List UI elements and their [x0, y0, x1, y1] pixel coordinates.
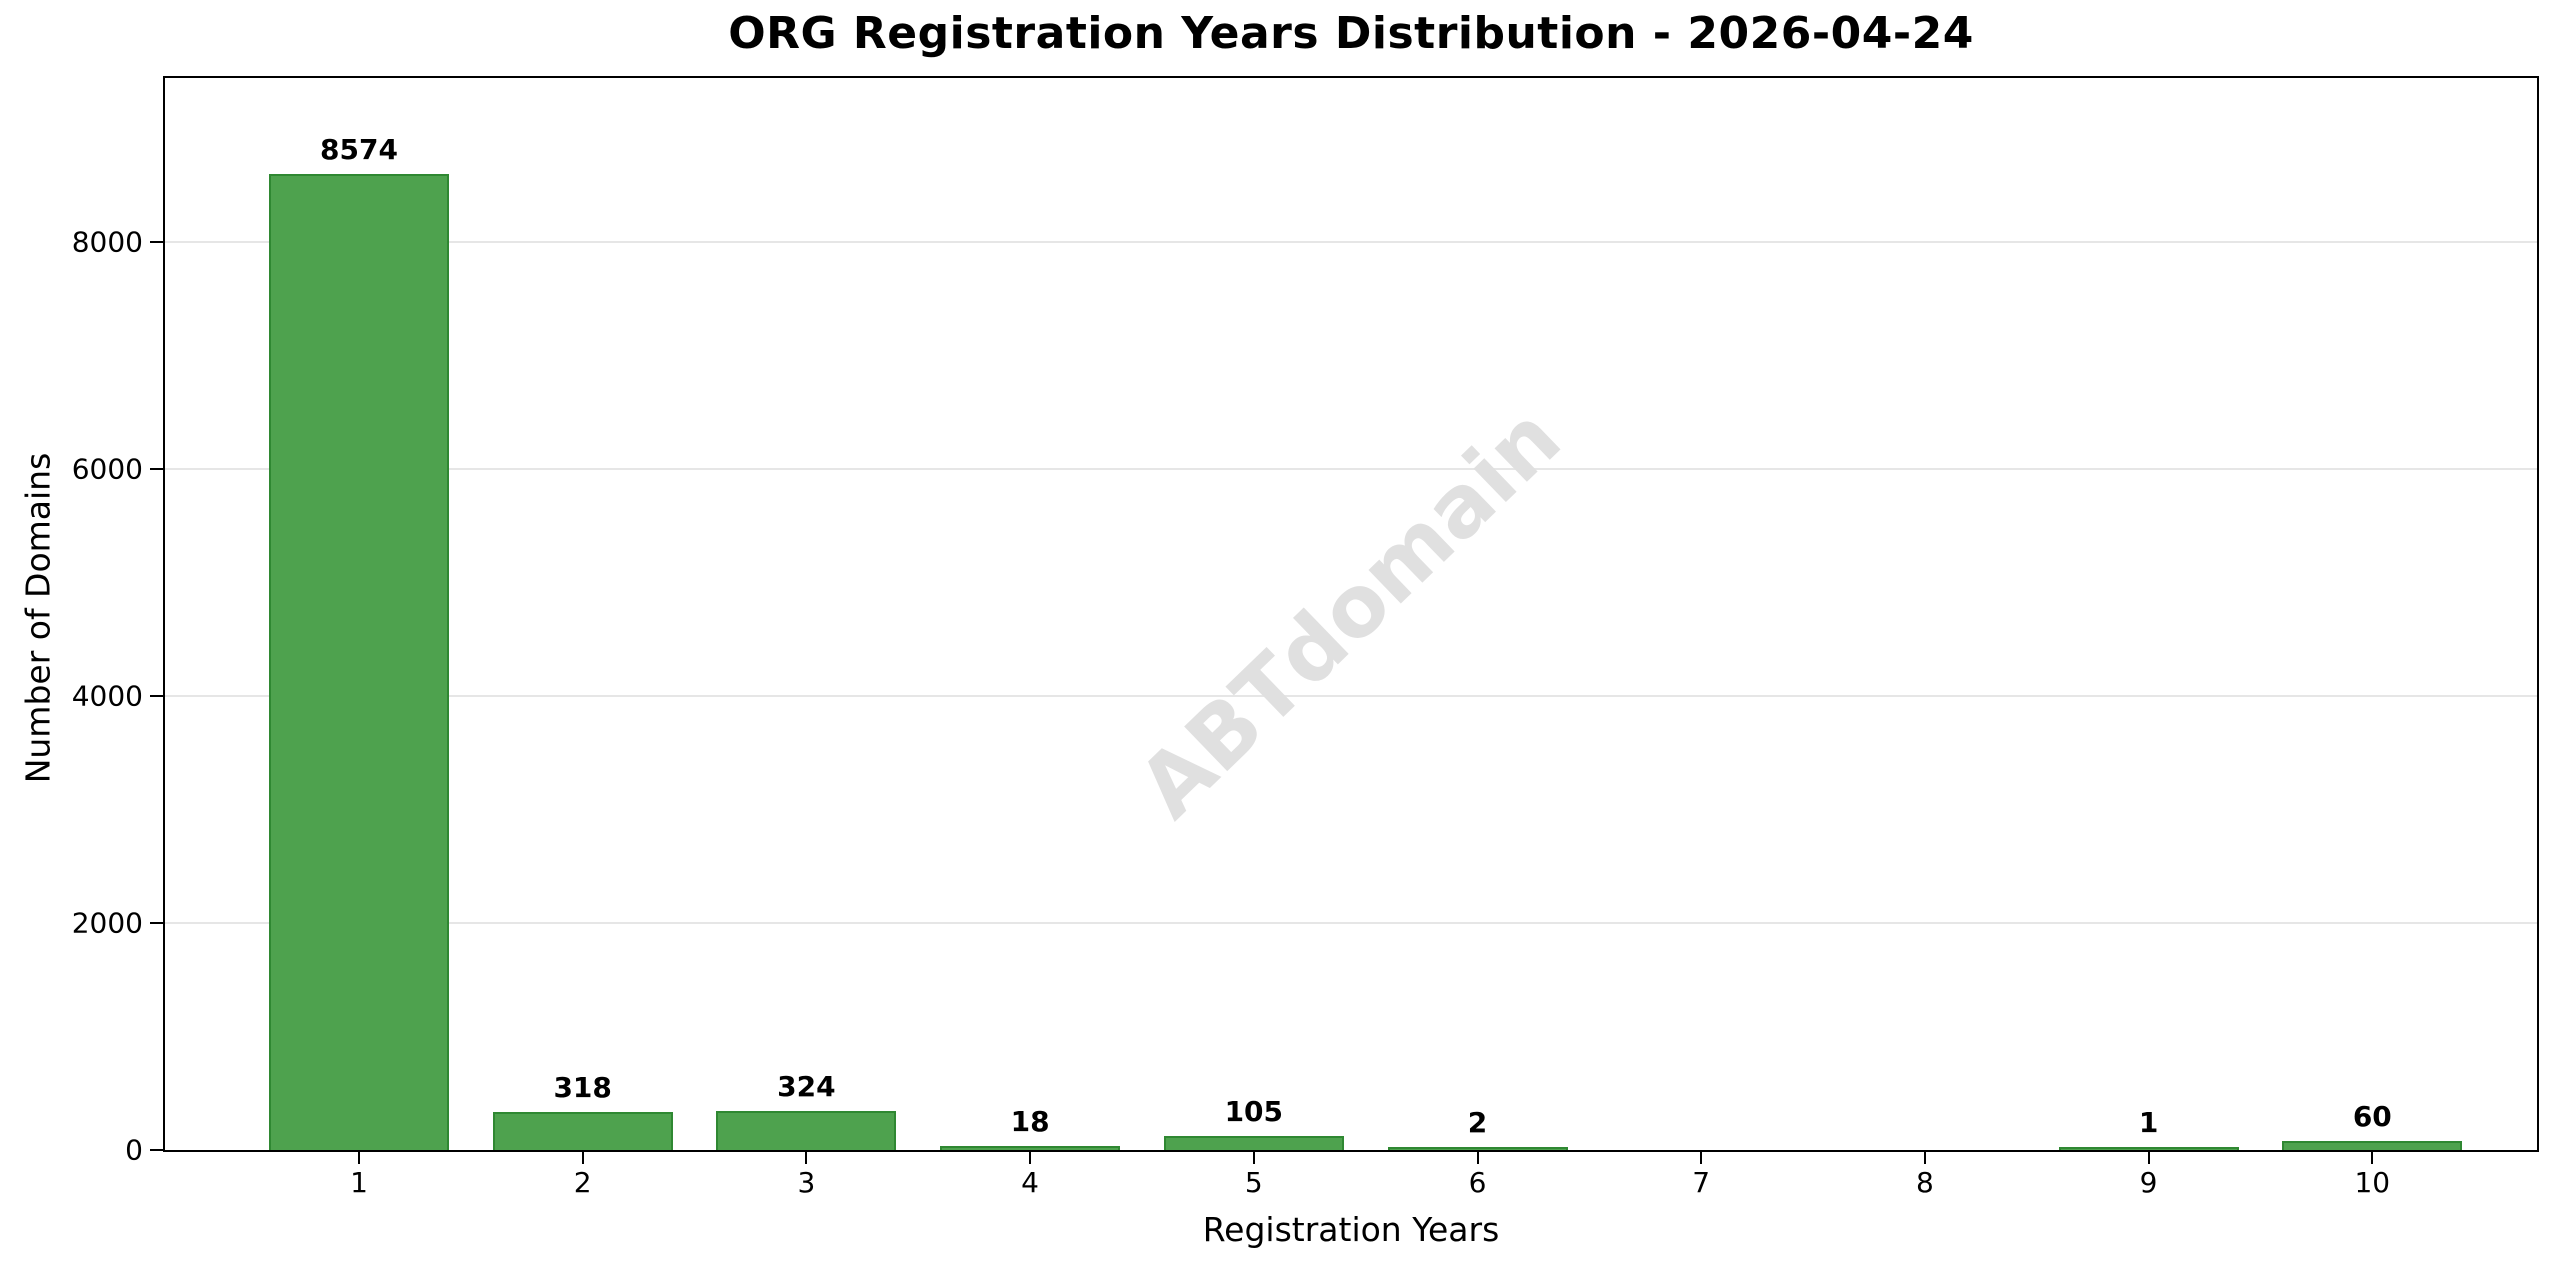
x-tick-label: 10: [2354, 1166, 2391, 1199]
x-tick-label: 6: [1468, 1166, 1487, 1199]
chart-title: ORG Registration Years Distribution - 20…: [728, 8, 1974, 59]
bar-value-label: 105: [1224, 1095, 1284, 1129]
y-tick-mark: [150, 921, 164, 924]
y-tick-label: 2000: [71, 906, 143, 940]
x-tick-mark: [2147, 1150, 2150, 1164]
bar: [2058, 1147, 2239, 1150]
bar-value-label: 318: [553, 1070, 612, 1104]
bar-value-label: 8574: [320, 133, 398, 167]
x-tick-mark: [1700, 1150, 1703, 1164]
x-tick-mark: [1029, 1150, 1032, 1164]
y-tick-mark: [150, 694, 164, 697]
bar-value-label: 1: [2138, 1106, 2159, 1139]
bar: [1163, 1136, 1344, 1150]
bar-value-label: 60: [2352, 1100, 2392, 1134]
watermark-text: ABTdomain: [1120, 388, 1580, 838]
bar: [269, 174, 449, 1150]
bar: [716, 1111, 897, 1150]
x-tick-label: 3: [797, 1166, 816, 1199]
x-axis-title: Registration Years: [1202, 1210, 1500, 1249]
bar: [2282, 1141, 2463, 1150]
y-tick-label: 0: [125, 1133, 143, 1167]
x-tick-mark: [581, 1150, 584, 1164]
bar-value-label: 324: [777, 1070, 836, 1104]
x-tick-label: 5: [1244, 1166, 1263, 1199]
y-tick-label: 8000: [71, 225, 143, 259]
y-tick-mark: [150, 467, 164, 470]
x-tick-label: 2: [573, 1166, 592, 1199]
bar: [1387, 1147, 1568, 1150]
x-tick-mark: [1476, 1150, 1479, 1164]
y-tick-mark: [150, 240, 164, 243]
y-tick-label: 6000: [71, 452, 143, 486]
gridline: [165, 467, 2537, 470]
x-tick-label: 7: [1692, 1166, 1711, 1199]
gridline: [165, 240, 2537, 243]
bar: [492, 1111, 673, 1150]
plot-area: ABTdomain 8574 318 324 18 105 2 1 60: [163, 76, 2539, 1152]
y-tick-mark: [150, 1149, 164, 1151]
gridline: [165, 694, 2537, 697]
x-tick-mark: [358, 1150, 360, 1164]
x-tick-mark: [1923, 1150, 1926, 1164]
bar-value-label: 2: [1467, 1106, 1488, 1139]
bar: [940, 1145, 1121, 1150]
x-tick-label: 4: [1021, 1166, 1039, 1199]
y-tick-label: 4000: [71, 679, 143, 713]
gridline: [165, 921, 2537, 924]
y-axis-title: Number of Domains: [18, 452, 58, 784]
x-tick-label: 9: [2139, 1166, 2158, 1199]
x-tick-mark: [805, 1150, 808, 1164]
x-tick-mark: [2371, 1150, 2374, 1164]
x-tick-label: 8: [1915, 1166, 1934, 1199]
x-tick-label: 1: [350, 1166, 368, 1199]
x-tick-mark: [1252, 1150, 1255, 1164]
bar-value-label: 18: [1010, 1104, 1050, 1138]
